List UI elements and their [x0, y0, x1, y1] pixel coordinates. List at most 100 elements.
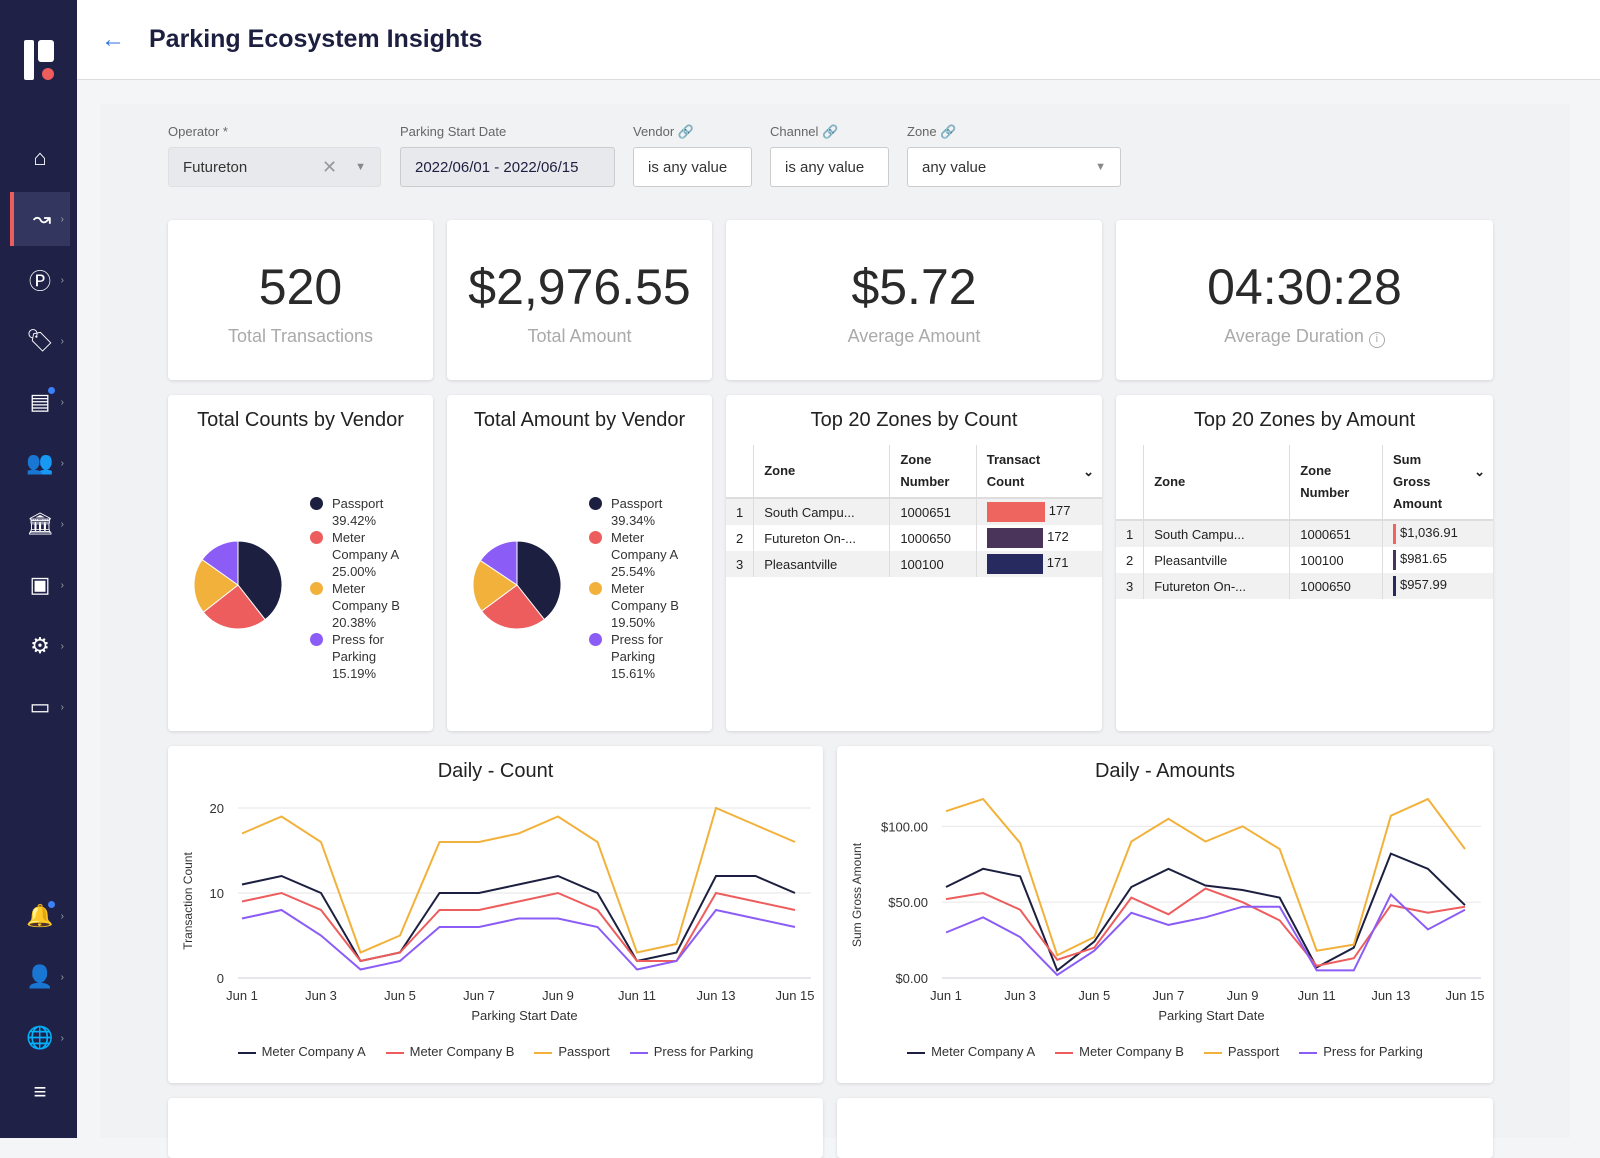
x-tick-label: Jun 7	[1153, 988, 1185, 1003]
value-bar	[986, 554, 1043, 574]
x-tick-label: Jun 1	[930, 988, 962, 1003]
series-line-meter-company-b[interactable]	[945, 887, 1466, 967]
sidebar-item-display[interactable]: ▭ ›	[10, 680, 70, 734]
table-row[interactable]: 1 South Campu... 1000651 $1,036.91	[1116, 520, 1493, 547]
chevron-down-icon[interactable]: ▼	[355, 161, 366, 173]
legend-swatch	[589, 633, 602, 646]
x-tick-label: Jun 1	[226, 988, 258, 1003]
legend-swatch	[534, 1051, 553, 1054]
zone-number-cell: 100100	[889, 551, 977, 577]
legend-item[interactable]: Press for Parking	[1299, 1044, 1423, 1059]
legend-swatch	[310, 531, 323, 544]
parking-icon: Ⓟ	[28, 269, 51, 294]
column-header[interactable]: Transact Count ⌄	[975, 445, 1102, 499]
legend-item[interactable]: Passport	[534, 1044, 610, 1059]
chevron-down-icon[interactable]: ⌄	[1474, 464, 1485, 479]
x-tick-label: Jun 3	[1004, 988, 1036, 1003]
series-line-passport[interactable]	[945, 797, 1466, 957]
table-row[interactable]: 3 Pleasantville 100100 171	[726, 551, 1102, 577]
value-cell: $981.65	[1381, 547, 1493, 573]
value-cell: 177	[975, 498, 1102, 525]
sidebar-item-user[interactable]: 👤 ›	[10, 950, 70, 1004]
sidebar-item-home[interactable]: ⌂	[10, 131, 70, 185]
legend-item[interactable]: Meter Company A	[907, 1044, 1035, 1059]
row-number: 1	[726, 498, 754, 525]
pie-slice-meter-company-b[interactable]	[472, 559, 518, 612]
sidebar-item-collapse[interactable]: ≡	[10, 1065, 70, 1119]
series-line-press-for-parking[interactable]	[241, 908, 796, 971]
operator-label: Operator *	[168, 124, 228, 139]
date-range-input[interactable]: 2022/06/01 - 2022/06/15	[400, 147, 615, 187]
sidebar-item-report[interactable]: ▣ ›	[10, 558, 70, 612]
legend-swatch	[589, 531, 602, 544]
notification-dot	[48, 901, 55, 908]
operator-select[interactable]: Futureton ✕ ▼	[168, 147, 381, 187]
x-tick-label: Jun 3	[305, 988, 337, 1003]
zone-number-cell: 1000650	[889, 525, 977, 551]
zone-select[interactable]: any value ▼	[907, 147, 1121, 187]
pie-slice-meter-company-a[interactable]	[480, 584, 546, 630]
kpi-total-amount: $2,976.55 Total Amount	[447, 220, 712, 380]
column-header[interactable]: Zone	[1143, 445, 1290, 521]
sidebar-item-tag[interactable]: 🏷 ›	[10, 314, 70, 368]
table-row[interactable]: 2 Pleasantville 100100 $981.65	[1116, 547, 1493, 573]
series-line-passport[interactable]	[241, 806, 796, 954]
people-icon: 👥	[26, 450, 54, 475]
pie-slice-press-for-parking[interactable]	[479, 540, 518, 586]
sidebar-item-bank[interactable]: 🏛 ›	[10, 497, 70, 551]
legend-value: 20.38%	[332, 615, 377, 630]
display-icon: ▭	[29, 694, 51, 719]
series-line-meter-company-b[interactable]	[241, 891, 796, 963]
pie-slice-meter-company-b[interactable]	[193, 558, 239, 613]
pie-card-counts: Total Counts by Vendor Passport 39.42% Mete…	[168, 395, 433, 731]
column-header[interactable]: Zone	[753, 445, 890, 499]
pie-slice-press-for-parking[interactable]	[201, 540, 239, 586]
value-bar	[986, 528, 1044, 548]
chevron-down-icon[interactable]: ⌄	[1083, 464, 1094, 479]
column-header[interactable]: Zone Number	[889, 445, 977, 499]
legend-value: 25.54%	[611, 564, 656, 579]
zone-cell: Futureton On-...	[753, 525, 890, 551]
pie-slice-passport[interactable]	[237, 540, 283, 621]
legend-label: Press for Parking	[332, 632, 385, 664]
y-axis-label: Transaction Count	[181, 852, 195, 950]
info-icon[interactable]: i	[1368, 332, 1385, 348]
table-row[interactable]: 1 South Campu... 1000651 177	[726, 498, 1102, 525]
channel-filter[interactable]: is any value	[770, 147, 889, 187]
clear-icon[interactable]: ✕	[322, 156, 338, 177]
legend-item[interactable]: Press for Parking	[629, 1044, 753, 1059]
series-line-meter-company-a[interactable]	[945, 852, 1466, 973]
pie-legend: Passport 39.42% Meter Company A 25.00% Meter…	[310, 495, 420, 682]
home-icon: ⌂	[33, 145, 47, 170]
table-row[interactable]: 3 Futureton On-... 1000650 $957.99	[1116, 573, 1493, 599]
legend-swatch	[310, 582, 323, 595]
sidebar-item-analytics[interactable]: ↝ ›	[10, 192, 70, 246]
legend-item[interactable]: Meter Company B	[385, 1044, 514, 1059]
sidebar-item-receipt[interactable]: ▤ ›	[10, 375, 70, 429]
pie-slice-passport[interactable]	[516, 540, 562, 621]
legend-item[interactable]: Passport	[1203, 1044, 1279, 1059]
legend-item[interactable]: Meter Company B	[1055, 1044, 1184, 1059]
series-line-meter-company-a[interactable]	[241, 874, 796, 963]
link-icon: 🔗	[940, 124, 957, 139]
series-line-press-for-parking[interactable]	[945, 892, 1466, 977]
column-header[interactable]: Zone Number	[1289, 445, 1383, 521]
sidebar-item-globe[interactable]: 🌐 ›	[10, 1011, 70, 1065]
pie-slice-meter-company-a[interactable]	[202, 584, 266, 630]
operator-value: Futureton	[183, 158, 248, 176]
chevron-right-icon: ›	[60, 701, 64, 713]
sidebar-item-parking[interactable]: Ⓟ ›	[10, 253, 70, 307]
table-row[interactable]: 2 Futureton On-... 1000650 172	[726, 525, 1102, 551]
x-tick-label: Jun 15	[775, 988, 814, 1003]
sidebar-item-settings[interactable]: ⚙ ›	[10, 619, 70, 673]
legend-label: Meter Company B	[611, 581, 679, 613]
analytics-icon: ↝	[32, 206, 52, 231]
sidebar-item-people[interactable]: 👥 ›	[10, 436, 70, 490]
back-arrow-icon[interactable]: ←	[101, 25, 125, 53]
legend-item[interactable]: Meter Company A	[237, 1044, 366, 1059]
value-cell: 171	[975, 551, 1102, 577]
chevron-right-icon: ›	[60, 335, 64, 347]
column-header[interactable]: Sum Gross Amount ⌄	[1381, 445, 1493, 521]
sidebar-item-bell[interactable]: 🔔 ›	[10, 889, 70, 943]
vendor-filter[interactable]: is any value	[633, 147, 752, 187]
